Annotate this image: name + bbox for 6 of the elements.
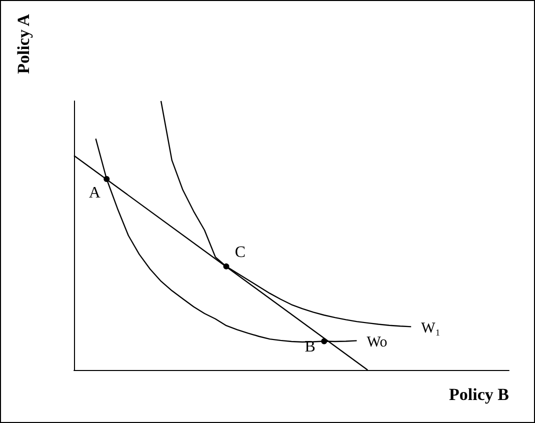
y-axis-title: Policy A xyxy=(14,13,33,74)
series-label: W₁ xyxy=(421,320,441,337)
annotation: A xyxy=(88,184,101,202)
annotation: C xyxy=(234,244,246,261)
series-label: Wo xyxy=(366,334,388,351)
x-axis-title: Policy B xyxy=(449,385,510,404)
